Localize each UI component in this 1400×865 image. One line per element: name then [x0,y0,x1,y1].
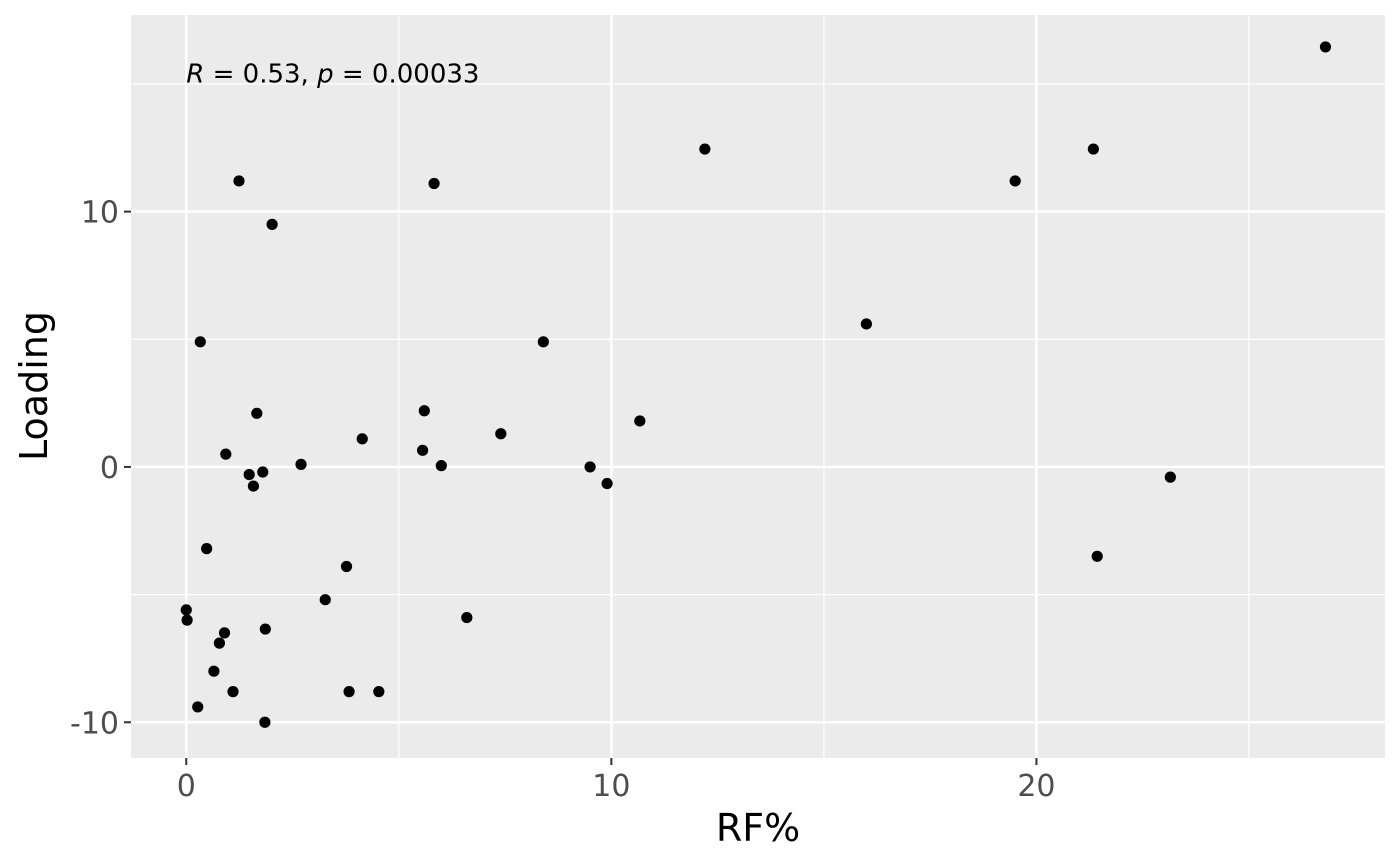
p-value: 0.00033 [372,60,480,90]
data-point [1164,471,1176,483]
data-point [266,218,278,230]
data-point [194,336,206,348]
data-point [495,428,507,440]
data-point [418,405,430,417]
data-point [259,623,271,635]
y-tick-label: -10 [70,706,119,741]
y-tick-label: 10 [81,196,119,231]
minor-gridlines [131,15,1385,758]
data-point [356,433,368,445]
data-point [180,604,192,616]
x-axis-ticks: 0 10 20 [177,758,1056,804]
annotation-separator: , [301,60,318,90]
data-point [220,448,232,460]
panel-background [131,15,1385,758]
r-label: R [186,60,204,90]
major-gridlines [131,15,1385,758]
y-tick-label: 0 [100,451,119,486]
data-point [340,560,353,573]
data-point [257,466,269,478]
data-point [247,480,260,492]
data-point [233,175,245,187]
data-point [208,665,220,677]
data-point [181,614,193,626]
data-point [251,407,263,419]
data-point [428,177,440,190]
x-tick-label: 10 [592,769,630,804]
data-point [319,594,331,606]
correlation-annotation: R = 0.53, p = 0.00033 [186,60,479,90]
data-point [699,143,711,155]
data-point [192,701,204,713]
data-point [634,415,646,427]
p-equals: = [334,60,372,90]
data-points [180,41,1332,728]
data-point [601,477,613,490]
r-equals: = [204,60,242,90]
data-point [1091,550,1103,562]
y-axis-title: Loading [12,311,56,461]
data-point [243,468,255,481]
data-point [259,716,271,728]
x-axis-title: RF% [716,806,800,850]
data-point [417,444,429,456]
data-point [1087,143,1099,155]
data-point [201,543,213,555]
data-point [343,686,355,698]
x-tick-label: 20 [1017,769,1055,804]
data-point [295,458,307,470]
data-point [860,318,872,330]
x-tick-label: 0 [177,769,196,804]
data-point [461,611,473,624]
data-point [1009,175,1021,187]
data-point [435,460,447,472]
data-point [537,336,549,348]
data-point [1319,41,1332,53]
data-point [227,686,239,698]
data-point [373,686,385,698]
data-point [213,637,226,649]
data-point [218,627,231,639]
data-point [584,461,596,473]
p-label: p [316,60,334,90]
r-value: 0.53 [243,60,301,90]
y-axis-ticks: -10 0 10 [70,196,131,741]
